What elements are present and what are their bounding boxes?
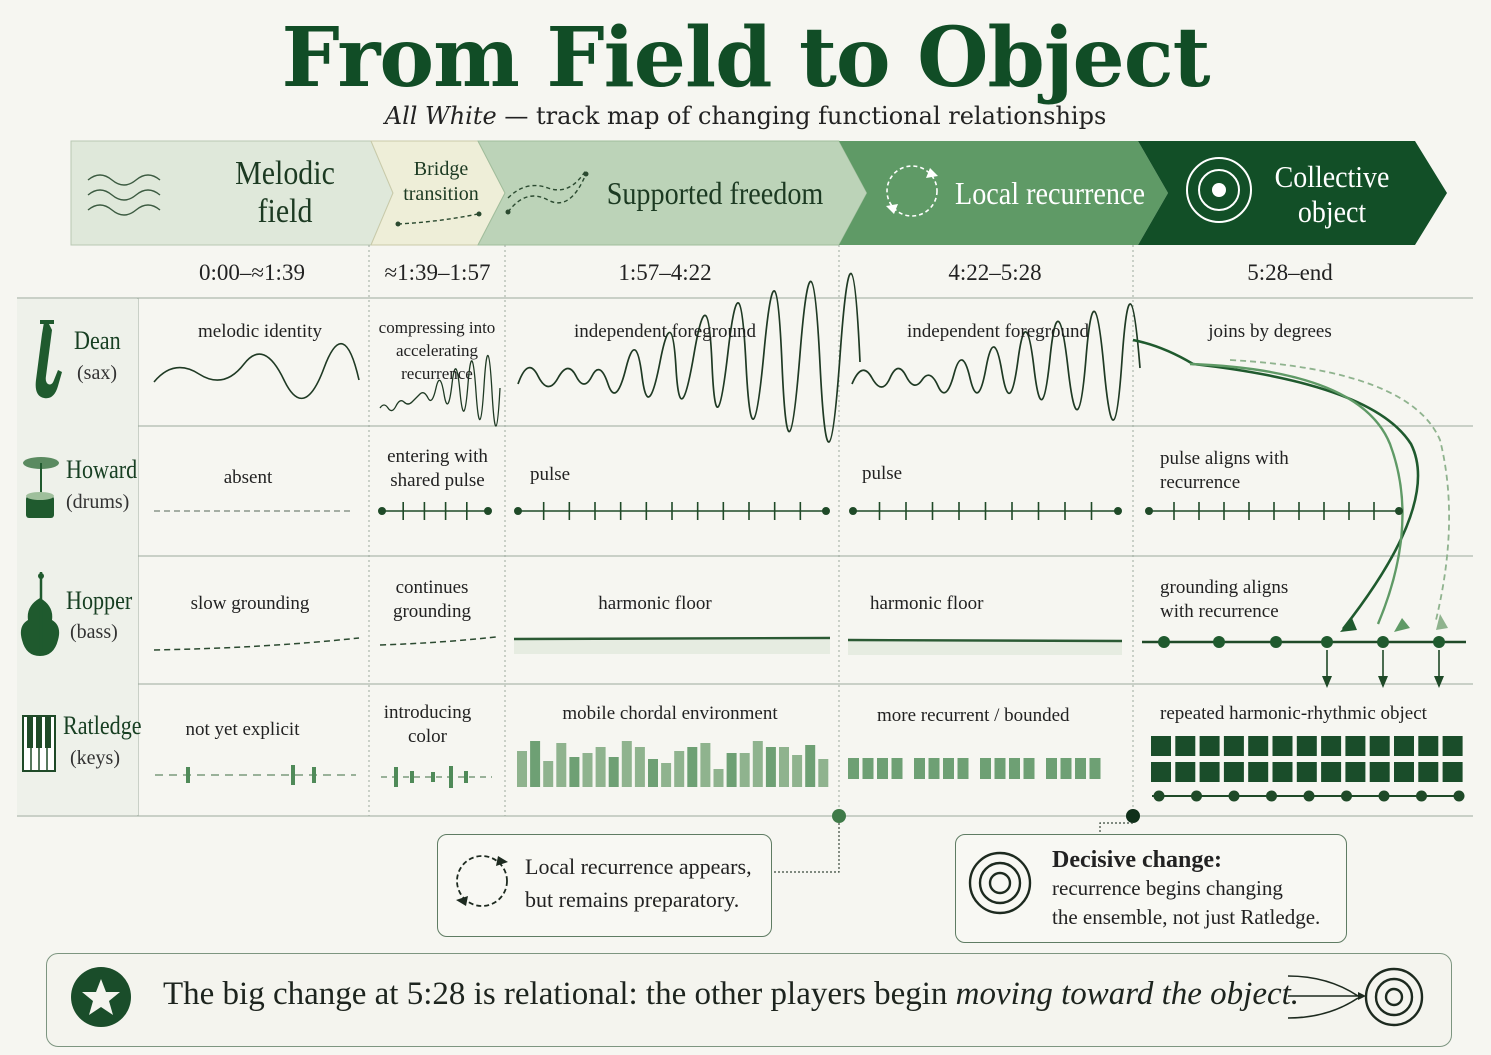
dashed-path-icon	[395, 211, 482, 227]
star-icon	[71, 967, 131, 1027]
player-name-hopper: Hopper	[66, 586, 133, 615]
summary-text-italic: moving toward the object.	[955, 976, 1300, 1012]
time-supported-freedom: 1:57–4:22	[618, 260, 712, 285]
dean-wave-supported	[517, 272, 861, 443]
note-local-text: Local recurrence appears, but remains pr…	[525, 850, 752, 916]
summary-text: The big change at 5:28 is relational: th…	[163, 976, 1299, 1013]
target-icon	[1186, 157, 1252, 223]
page-subtitle: All White — track map of changing functi…	[0, 100, 1491, 132]
time-local-recurrence: 4:22–5:28	[948, 260, 1042, 285]
hopper-floor-shadow	[514, 640, 830, 654]
phase-chevron-collective-object	[1138, 141, 1447, 245]
drum-kit-icon	[23, 457, 59, 518]
dean-wave-bridge	[379, 354, 501, 427]
page-title: From Field to Object	[281, 10, 1210, 106]
convergence-arrows	[1132, 338, 1450, 632]
phase-label-melodic-field: Melodic field	[235, 155, 335, 230]
dean-cell-bridge: compressing into accelerating recurrence	[378, 318, 496, 383]
ratledge-bounded-blocks	[848, 758, 1101, 779]
phase-label-local-recurrence: Local recurrence	[955, 174, 1145, 211]
note-local-recurrence	[437, 834, 772, 937]
note-decisive-heading: Decisive change:	[1052, 847, 1222, 873]
dean-wave-melodic	[153, 343, 360, 400]
subtitle-italic: All White	[384, 102, 497, 130]
note-decisive-line1: recurrence begins changing	[1052, 876, 1283, 900]
howard-cell-local: pulse	[862, 463, 903, 484]
hopper-grounding-object	[1142, 636, 1466, 688]
hopper-slow-grounding-line	[153, 637, 360, 651]
howard-cell-supported: pulse	[530, 464, 571, 485]
ratledge-object-blocks	[1151, 736, 1465, 802]
cycle-arrows-icon	[886, 165, 938, 217]
hopper-cell-supported: harmonic floor	[598, 593, 712, 614]
ratledge-cell-melodic-field: not yet explicit	[185, 719, 300, 740]
player-role-hopper: (bass)	[70, 621, 118, 643]
subtitle-rest: — track map of changing functional relat…	[496, 102, 1107, 130]
hopper-cell-melodic-field: slow grounding	[190, 593, 310, 614]
howard-pulse-bridge	[378, 502, 492, 520]
time-melodic-field: 0:00–≈1:39	[199, 260, 305, 285]
howard-pulse-local	[849, 502, 1122, 520]
ratledge-mobile-chords	[517, 741, 829, 787]
ratledge-cell-object: repeated harmonic-rhythmic object	[1160, 703, 1427, 724]
saxophone-icon	[35, 320, 62, 399]
hopper-floor-shadow-local	[848, 641, 1122, 655]
time-collective-object: 5:28–end	[1247, 260, 1333, 285]
note-decisive-target-icon	[968, 851, 1032, 915]
dashed-curves-icon	[505, 169, 589, 215]
time-bridge: ≈1:39–1:57	[384, 260, 491, 285]
note-decisive-line2: the ensemble, not just Ratledge.	[1052, 905, 1321, 929]
ratledge-cell-local: more recurrent / bounded	[877, 705, 1070, 726]
summary-text-plain: The big change at 5:28 is relational: th…	[163, 976, 956, 1012]
dean-cell-melodic-field: melodic identity	[197, 321, 322, 342]
note-local-line2: but remains preparatory.	[525, 887, 740, 912]
note-connectors	[772, 809, 1140, 873]
dean-cell-local: independent foreground	[906, 321, 1090, 342]
hopper-cell-object: grounding aligns with recurrence	[1160, 577, 1289, 622]
ratledge-introducing-color	[381, 766, 492, 788]
note-local-cycle-icon	[456, 855, 508, 907]
howard-cell-bridge: entering with shared pulse	[387, 446, 488, 491]
howard-cell-melodic-field: absent	[223, 467, 273, 488]
phase-label-bridge: Bridge transition	[403, 158, 479, 205]
player-name-dean: Dean	[74, 326, 121, 355]
summary-banner	[46, 953, 1452, 1047]
ratledge-not-explicit	[155, 765, 356, 785]
howard-cell-object: pulse aligns with recurrence	[1160, 448, 1289, 493]
player-name-ratledge: Ratledge	[63, 711, 142, 740]
melodic-waves-icon	[87, 174, 161, 216]
howard-pulse-supported	[514, 502, 830, 520]
hopper-harmonic-floor-supported	[513, 636, 831, 641]
hopper-bridge-grounding-line	[379, 636, 497, 646]
howard-pulse-object	[1145, 502, 1403, 520]
ratledge-cell-supported: mobile chordal environment	[562, 703, 778, 724]
player-name-howard: Howard	[66, 455, 138, 484]
ratledge-cell-bridge: introducing color	[383, 702, 472, 747]
hopper-harmonic-floor-local	[847, 638, 1123, 643]
double-bass-icon	[20, 572, 60, 656]
dean-cell-supported: independent foreground	[573, 321, 757, 342]
player-role-howard: (drums)	[66, 491, 130, 513]
piano-keys-icon	[22, 715, 56, 772]
dean-cell-object: joins by degrees	[1208, 321, 1332, 342]
hopper-cell-local: harmonic floor	[870, 593, 984, 614]
phase-label-collective-object: Collective object	[1274, 159, 1390, 229]
note-local-line1: Local recurrence appears,	[525, 854, 752, 879]
converging-arrows-target-icon	[1287, 967, 1424, 1027]
phase-label-supported-freedom: Supported freedom	[606, 174, 824, 211]
hopper-cell-bridge: continues grounding	[392, 577, 472, 622]
dean-wave-local	[851, 303, 1141, 421]
player-role-ratledge: (keys)	[70, 747, 120, 769]
player-role-dean: (sax)	[77, 362, 117, 384]
note-decisive-text: Decisive change: recurrence begins chang…	[1052, 846, 1320, 931]
